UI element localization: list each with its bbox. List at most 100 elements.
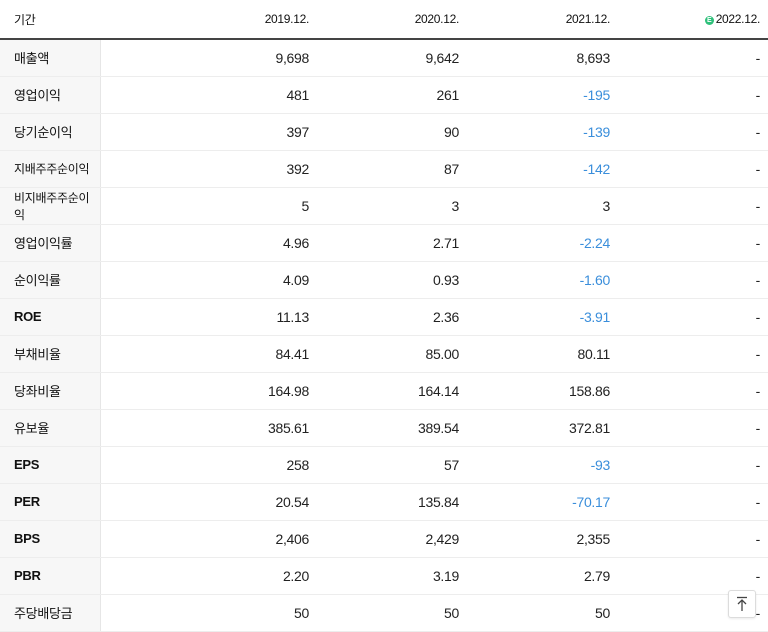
value-cell: 87 [317,150,467,188]
table-body: 매출액 9,698 9,642 8,693- 영업이익 481 261 -195- 당기순이익 3… [0,39,768,632]
value-cell: 2.36 [317,298,467,336]
value-cell: 84.41 [100,334,317,373]
table-row: 당기순이익 397 90 -139- [0,113,768,151]
value-cell: 8,693 [467,39,618,77]
value-cell: 164.98 [100,372,317,410]
table-row: 매출액 9,698 9,642 8,693- [0,39,768,77]
row-label: 부채비율 [0,334,101,373]
value-cell: 50 [100,593,317,632]
value-cell: - [618,298,768,336]
arrow-up-to-top-icon [737,596,747,611]
table-row: EPS 258 57 -93- [0,445,768,484]
period-header-label: 기간 [0,0,100,40]
value-cell: - [618,150,768,188]
period-header: 2020.12. [317,0,467,40]
value-cell: 9,698 [100,39,317,77]
value-cell: 261 [317,76,467,114]
value-cell: 3 [467,187,618,225]
value-cell: 4.09 [100,261,317,299]
value-cell: 258 [100,445,317,484]
row-label: 당기순이익 [0,113,101,151]
scroll-to-top-button[interactable] [728,590,756,618]
value-cell: 2.20 [100,557,317,595]
value-cell: - [618,113,768,151]
value-cell: 2,406 [100,520,317,558]
row-label: 유보율 [0,409,101,447]
period-header-text: 2022.12. [715,12,761,26]
value-cell: -195 [467,76,618,114]
value-cell: 90 [317,113,467,151]
value-cell: - [618,372,768,410]
value-cell: 3 [317,187,467,225]
period-header: 2019.12. [100,0,317,40]
value-cell: 11.13 [100,298,317,336]
value-cell: - [618,39,768,77]
value-cell: 50 [317,593,467,632]
row-label: 영업이익 [0,76,101,114]
table-row: PBR 2.20 3.19 2.79- [0,557,768,595]
value-cell: - [618,187,768,225]
row-label: 영업이익률 [0,223,101,262]
value-cell: 392 [100,150,317,188]
value-cell: -142 [467,150,618,188]
row-label: BPS [0,520,101,558]
value-cell: - [618,334,768,373]
value-cell: 385.61 [100,409,317,447]
value-cell: 2,429 [317,520,467,558]
value-cell: 481 [100,76,317,114]
value-cell: 57 [317,445,467,484]
estimate-badge-icon: E [704,16,714,25]
table-row: 비지배주주순이익 5 3 3- [0,187,768,225]
value-cell: - [618,223,768,262]
value-cell: 20.54 [100,483,317,521]
row-label: PER [0,483,101,521]
period-header: 2021.12. [467,0,618,40]
table-header-row: 기간 2019.12. 2020.12. 2021.12. E 2022.12. [0,0,768,40]
value-cell: -93 [467,445,618,484]
value-cell: 50 [467,593,618,632]
row-label: 매출액 [0,39,101,77]
table-row: 유보율 385.61 389.54 372.81- [0,409,768,447]
value-cell: 2,355 [467,520,618,558]
row-label: 순이익률 [0,261,101,299]
table-row: 영업이익률 4.96 2.71 -2.24- [0,223,768,262]
table-row: 주당배당금 50 50 50- [0,593,768,632]
table-row: ROE 11.13 2.36 -3.91- [0,298,768,336]
table-row: 순이익률 4.09 0.93 -1.60- [0,261,768,299]
value-cell: 85.00 [317,334,467,373]
row-label: ROE [0,298,101,336]
value-cell: 2.71 [317,223,467,262]
row-label: 당좌비율 [0,372,101,410]
value-cell: - [618,409,768,447]
value-cell: 389.54 [317,409,467,447]
table-row: BPS 2,406 2,429 2,355- [0,520,768,558]
value-cell: - [618,76,768,114]
value-cell: 158.86 [467,372,618,410]
value-cell: 372.81 [467,409,618,447]
value-cell: 164.14 [317,372,467,410]
value-cell: -70.17 [467,483,618,521]
row-label: EPS [0,445,101,484]
value-cell: 0.93 [317,261,467,299]
table-row: 당좌비율 164.98 164.14 158.86- [0,372,768,410]
period-header-estimate: E 2022.12. [618,0,768,40]
value-cell: - [618,261,768,299]
value-cell: -139 [467,113,618,151]
table-row: PER 20.54 135.84 -70.17- [0,483,768,521]
row-label: 비지배주주순이익 [0,187,101,225]
value-cell: 9,642 [317,39,467,77]
value-cell: 5 [100,187,317,225]
value-cell: - [618,557,768,595]
row-label: PBR [0,557,101,595]
table-row: 지배주주순이익 392 87 -142- [0,150,768,188]
value-cell: - [618,520,768,558]
table-row: 영업이익 481 261 -195- [0,76,768,114]
table-row: 부채비율 84.41 85.00 80.11- [0,334,768,373]
value-cell: - [618,483,768,521]
row-label: 주당배당금 [0,593,101,632]
value-cell: 4.96 [100,223,317,262]
value-cell: 397 [100,113,317,151]
value-cell: -1.60 [467,261,618,299]
value-cell: 80.11 [467,334,618,373]
